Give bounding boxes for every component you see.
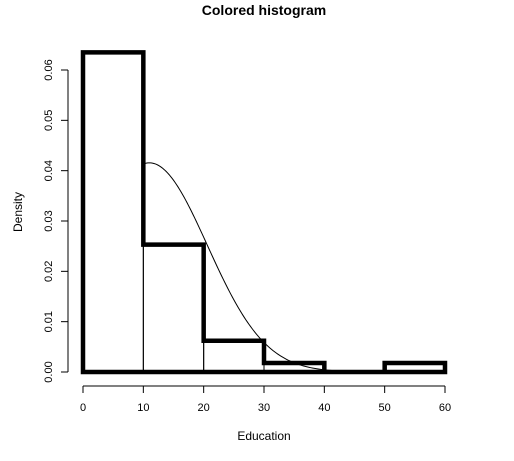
x-tick-label: 10 <box>137 402 149 414</box>
y-axis-label: Density <box>11 192 25 232</box>
y-axis: 0.00 0.01 0.02 0.03 0.04 0.05 0.06 <box>43 59 69 383</box>
y-tick-label: 0.02 <box>43 261 55 282</box>
y-tick-label: 0.05 <box>43 110 55 131</box>
x-axis: 0 10 20 30 40 50 60 <box>80 385 451 414</box>
y-tick-label: 0.04 <box>43 160 55 181</box>
y-tick-label: 0.00 <box>43 361 55 382</box>
x-tick-label: 0 <box>80 402 86 414</box>
x-tick-label: 40 <box>318 402 330 414</box>
plot-area <box>80 50 448 375</box>
y-tick-label: 0.06 <box>43 59 55 80</box>
y-tick-label: 0.01 <box>43 311 55 332</box>
density-curve <box>143 162 355 373</box>
x-tick-label: 60 <box>439 402 451 414</box>
histogram-bar-1 <box>82 51 144 373</box>
x-axis-label: Education <box>237 429 290 443</box>
histogram-outline <box>80 50 448 375</box>
histogram-bar-3 <box>203 340 265 373</box>
x-tick-label: 30 <box>258 402 270 414</box>
histogram-bar-2 <box>142 244 205 373</box>
chart-title: Colored histogram <box>202 2 326 18</box>
x-tick-label: 50 <box>379 402 391 414</box>
y-tick-label: 0.03 <box>43 210 55 231</box>
x-tick-label: 20 <box>198 402 210 414</box>
